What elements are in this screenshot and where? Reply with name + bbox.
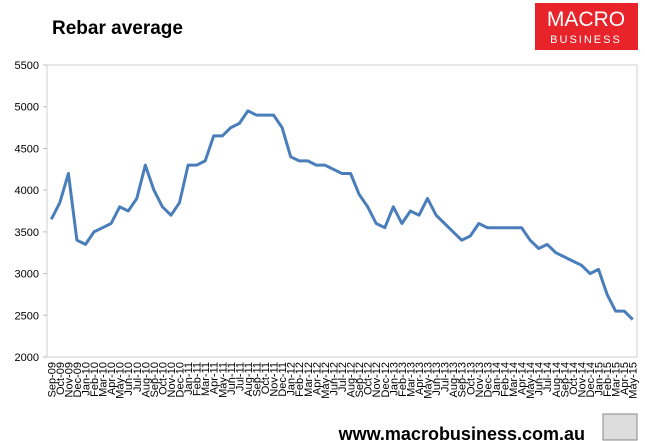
x-tick-label: Jun-12 bbox=[328, 362, 340, 396]
y-tick-label: 5000 bbox=[15, 102, 39, 114]
x-tick-label: Apr-11 bbox=[209, 362, 221, 394]
x-tick-label: Oct-12 bbox=[363, 362, 375, 395]
logo-box bbox=[535, 3, 638, 50]
plot-frame bbox=[46, 64, 638, 358]
x-tick-label: Sep-12 bbox=[354, 362, 366, 397]
x-tick-label: Jul-11 bbox=[234, 362, 246, 391]
x-tick-label: Jan-11 bbox=[183, 362, 195, 395]
x-tick-label: Jul-14 bbox=[542, 362, 554, 392]
x-tick-label: Apr-14 bbox=[517, 362, 529, 395]
x-tick-label: Mar-12 bbox=[303, 362, 315, 397]
x-tick-label: Dec-12 bbox=[380, 362, 392, 397]
x-tick-label: Sep-14 bbox=[559, 362, 571, 397]
x-tick-label: Apr-13 bbox=[414, 362, 426, 395]
x-tick-label: Aug-12 bbox=[346, 362, 358, 397]
x-tick-label: Nov-09 bbox=[63, 362, 75, 397]
y-tick-label: 2500 bbox=[15, 310, 39, 322]
x-tick-label: Sep-10 bbox=[149, 362, 161, 397]
x-tick-label: Mar-14 bbox=[508, 362, 520, 397]
logo-text: BUSINESS bbox=[550, 34, 622, 46]
x-tick-label: May-12 bbox=[320, 362, 332, 399]
x-tick-label: Oct-10 bbox=[157, 362, 169, 395]
x-tick-label: Jun-10 bbox=[123, 362, 135, 396]
x-tick-label: Jan-10 bbox=[80, 362, 92, 396]
x-tick-label: Jan-15 bbox=[594, 362, 606, 396]
x-tick-label: May-14 bbox=[525, 362, 537, 399]
x-tick-label: Jan-13 bbox=[388, 362, 400, 396]
x-tick-label: Nov-12 bbox=[371, 362, 383, 397]
x-tick-label: Apr-10 bbox=[106, 362, 118, 395]
y-tick-label: 2000 bbox=[15, 352, 39, 364]
x-tick-label: Feb-10 bbox=[89, 362, 101, 397]
x-tick-label: Feb-11 bbox=[192, 362, 204, 396]
x-tick-label: May-10 bbox=[115, 362, 127, 399]
x-tick-label: Nov-14 bbox=[576, 362, 588, 397]
footer: www.macrobusiness.com.au bbox=[338, 424, 585, 441]
x-tick-label: Mar-11 bbox=[200, 362, 212, 396]
x-tick-label: Nov-10 bbox=[166, 362, 178, 397]
y-tick-label: 3500 bbox=[15, 227, 39, 239]
x-tick-label: Mar-15 bbox=[611, 362, 623, 397]
x-tick-label: Dec-14 bbox=[585, 362, 597, 397]
x-tick-label: Aug-14 bbox=[551, 362, 563, 397]
x-tick-label: Aug-13 bbox=[448, 362, 460, 397]
logo-icon bbox=[602, 413, 638, 441]
x-tick-label: Mar-10 bbox=[98, 362, 110, 397]
x-tick-label: Jul-10 bbox=[132, 362, 144, 392]
y-tick-label: 3000 bbox=[15, 269, 39, 281]
x-tick-label: Oct-11 bbox=[260, 362, 272, 394]
x-tick-label: Oct-14 bbox=[568, 362, 580, 395]
x-tick-label: Apr-12 bbox=[311, 362, 323, 395]
x-tick-label: Dec-10 bbox=[175, 362, 187, 397]
x-tick-label: Sep-09 bbox=[46, 362, 58, 397]
x-tick-label: Oct-13 bbox=[465, 362, 477, 395]
x-tick-label: Feb-15 bbox=[602, 362, 614, 397]
x-tick-label: Sep-13 bbox=[457, 362, 469, 397]
x-tick-label: Jan-12 bbox=[286, 362, 298, 396]
x-tick-label: May-11 bbox=[217, 362, 229, 398]
x-tick-label: Jun-13 bbox=[431, 362, 443, 396]
x-tick-label: May-13 bbox=[423, 362, 435, 399]
x-tick-label: Jun-11 bbox=[226, 362, 238, 395]
x-tick-label: Nov-13 bbox=[474, 362, 486, 397]
x-tick-label: May-15 bbox=[628, 362, 640, 399]
x-tick-label: Mar-13 bbox=[405, 362, 417, 397]
x-tick-label: Jun-14 bbox=[534, 362, 546, 396]
x-tick-label: Oct-09 bbox=[55, 362, 67, 395]
x-tick-label: Feb-14 bbox=[499, 362, 511, 397]
y-tick-label: 4000 bbox=[15, 185, 39, 197]
x-tick-label: Aug-10 bbox=[140, 362, 152, 397]
x-tick-label: Apr-15 bbox=[619, 362, 631, 395]
y-tick-label: 4500 bbox=[15, 143, 39, 155]
x-tick-label: Jul-12 bbox=[337, 362, 349, 392]
x-tick-label: Feb-12 bbox=[294, 362, 306, 397]
x-tick-label: Jan-14 bbox=[491, 362, 503, 396]
x-tick-label: Aug-11 bbox=[243, 362, 255, 397]
y-tick-label: 5500 bbox=[15, 60, 39, 72]
x-tick-label: Nov-11 bbox=[269, 362, 281, 397]
x-tick-label: Sep-11 bbox=[251, 362, 263, 397]
x-tick-label: Dec-13 bbox=[482, 362, 494, 397]
x-tick-label: Dec-11 bbox=[277, 362, 289, 397]
logo-text: MACRO bbox=[547, 8, 625, 31]
x-tick-label: Jul-13 bbox=[440, 362, 452, 392]
chart-title: Rebar average bbox=[52, 18, 183, 39]
x-tick-label: Dec-09 bbox=[72, 362, 84, 397]
x-tick-label: Feb-13 bbox=[397, 362, 409, 397]
line bbox=[49, 109, 634, 321]
